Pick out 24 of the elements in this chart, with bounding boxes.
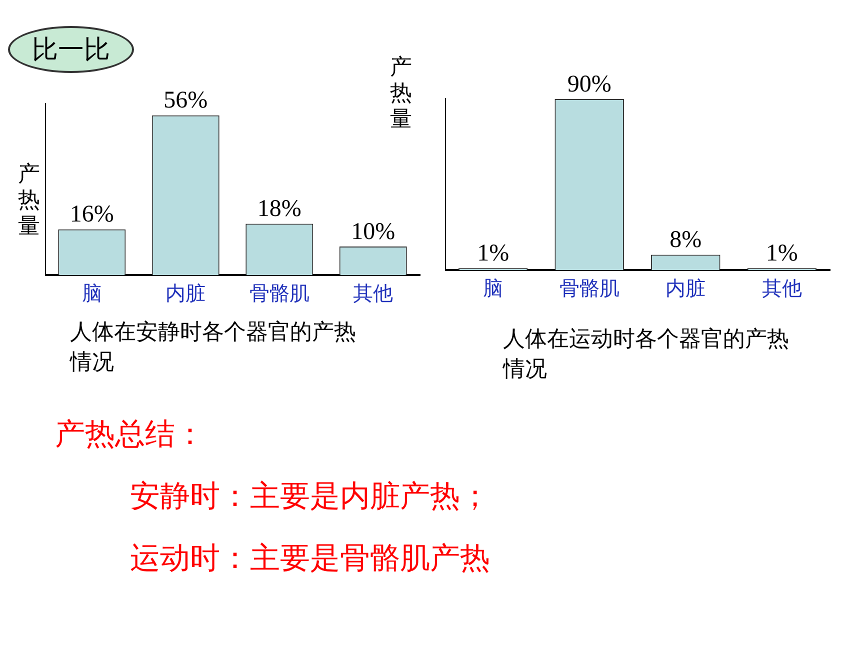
- text: 产热总结：: [55, 416, 206, 454]
- text: 运动时：主要是骨骼肌产热: [130, 540, 490, 578]
- data-label: 18%: [257, 196, 302, 222]
- data-label: 16%: [70, 202, 114, 228]
- y-axis-title: 产热量: [390, 55, 413, 133]
- data-label: 10%: [351, 218, 396, 245]
- x-tick-label: 脑: [82, 281, 102, 306]
- text: 人体在安静时各个器官的产热情况: [70, 319, 357, 377]
- x-tick-label: 脑: [483, 276, 504, 300]
- x-tick-label: 内脏: [166, 281, 206, 306]
- x-tick-label: 骨骼肌: [249, 281, 310, 306]
- data-label: 1%: [477, 240, 510, 266]
- y-axis-title: 产热量: [18, 162, 41, 240]
- data-label: 56%: [164, 88, 208, 114]
- text: 比一比: [8, 26, 134, 73]
- x-tick-label: 其他: [353, 281, 394, 306]
- data-label: 1%: [766, 240, 798, 266]
- text: 安静时：主要是内脏产热；: [130, 478, 490, 516]
- x-tick-label: 内脏: [666, 276, 706, 300]
- text: 人体在运动时各个器官的产热情况: [503, 326, 790, 384]
- data-label: 8%: [670, 227, 702, 254]
- x-tick-label: 其他: [762, 276, 802, 300]
- x-tick-label: 骨骼肌: [559, 276, 620, 300]
- data-label: 90%: [567, 71, 612, 98]
